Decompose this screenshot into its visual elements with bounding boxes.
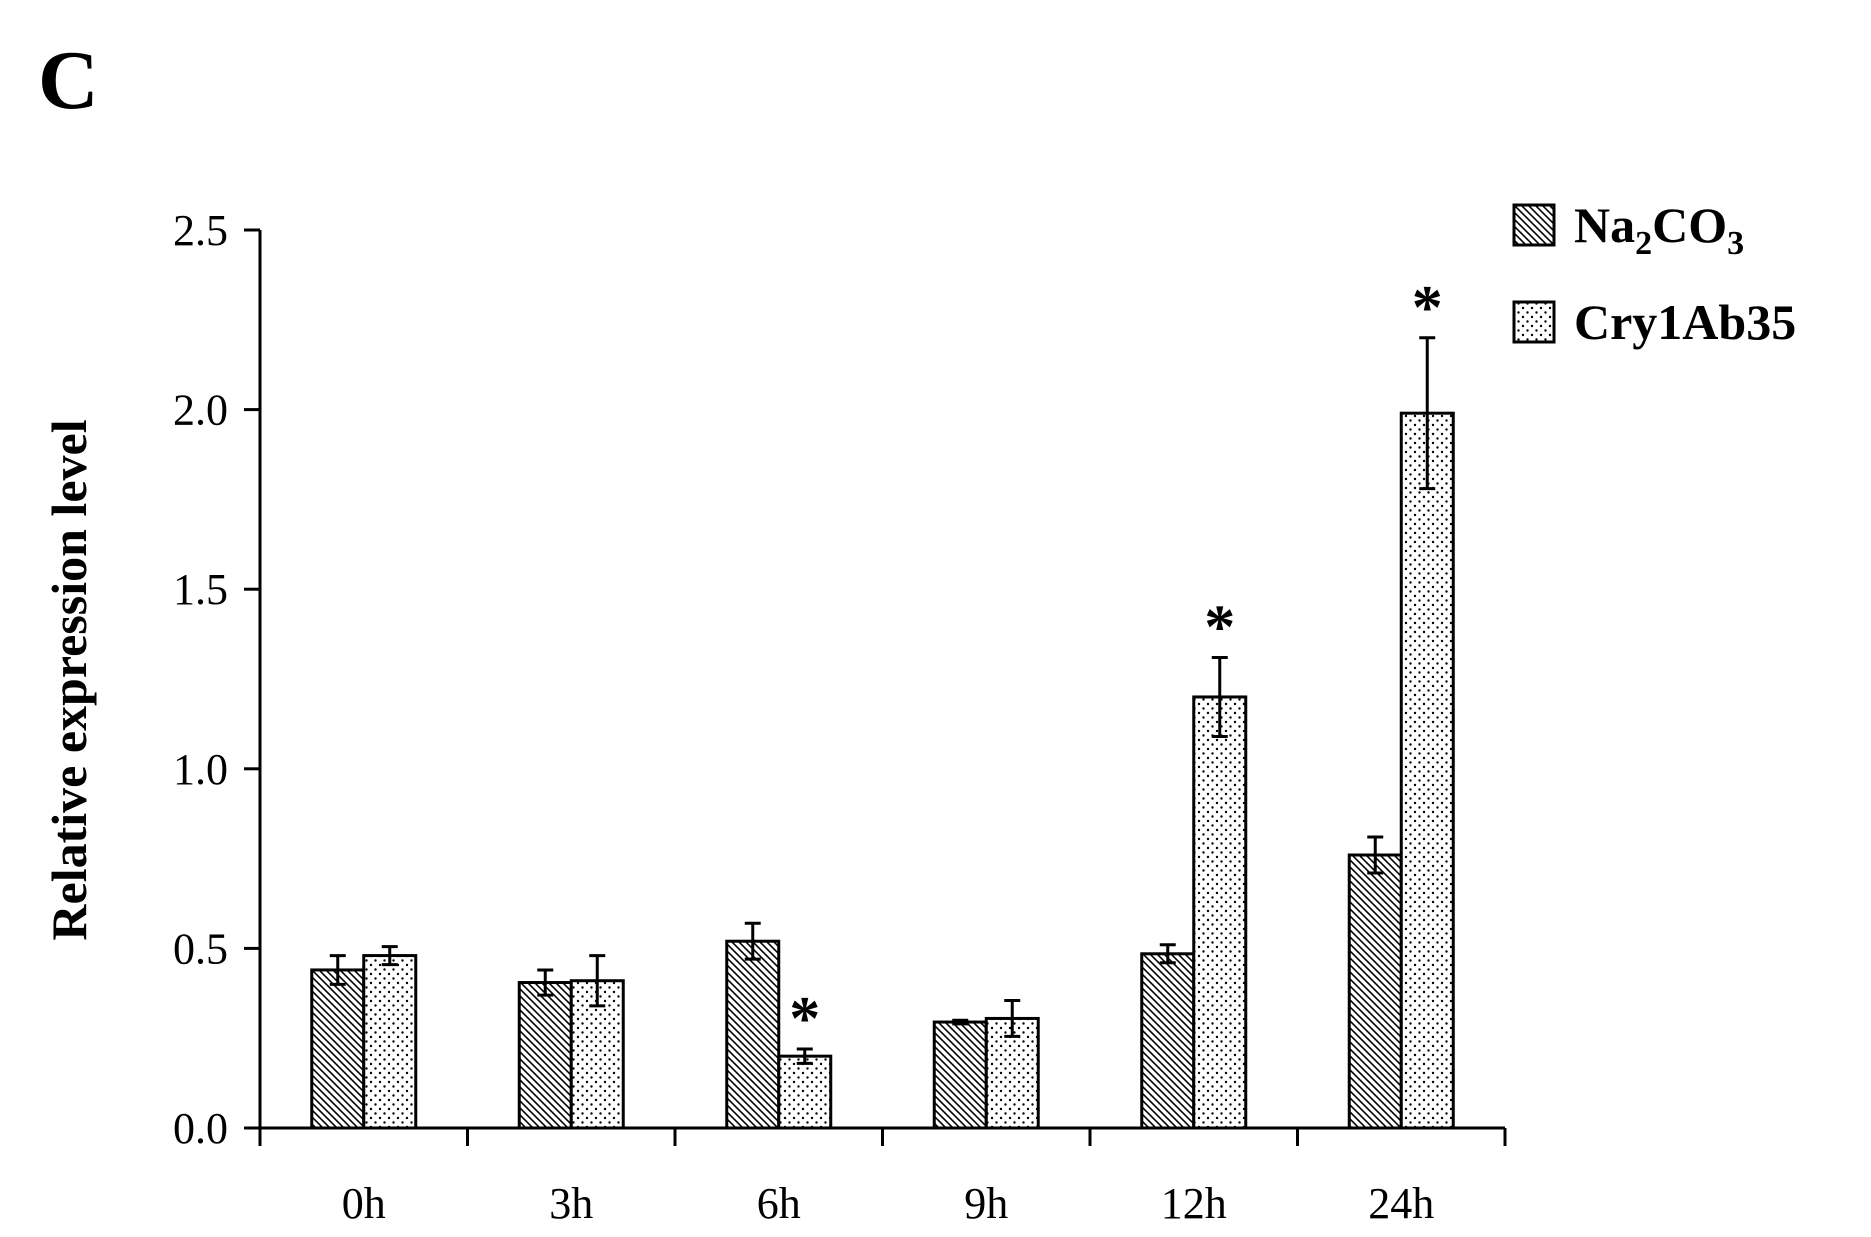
significance-star: * bbox=[1204, 593, 1235, 661]
bar-na2co3-0h bbox=[310, 968, 366, 1130]
axes bbox=[258, 230, 1505, 1130]
x-tick-label: 12h bbox=[1161, 1179, 1227, 1228]
bar-cry1ab35-0h bbox=[362, 954, 418, 1130]
legend-label-na2co3: Na2CO3 bbox=[1574, 197, 1744, 262]
x-tick-label: 3h bbox=[549, 1179, 593, 1228]
bar-cry1ab35-6h bbox=[777, 1054, 833, 1130]
bar-na2co3-12h bbox=[1140, 952, 1196, 1130]
bar-na2co3-6h bbox=[725, 939, 781, 1130]
significance-star: * bbox=[789, 985, 820, 1053]
bar-cry1ab35-12h bbox=[1192, 695, 1248, 1130]
y-tick-label: 1.0 bbox=[173, 745, 228, 794]
x-tick-label: 0h bbox=[342, 1179, 386, 1228]
y-tick-label: 1.5 bbox=[173, 565, 228, 614]
legend-swatch-cry1ab35 bbox=[1512, 300, 1556, 344]
legend-na2co3-part1: Na bbox=[1574, 197, 1635, 253]
bar-cry1ab35-24h bbox=[1399, 411, 1455, 1130]
x-tick-label: 9h bbox=[964, 1179, 1008, 1228]
legend-label-cry1ab35: Cry1Ab35 bbox=[1574, 294, 1796, 350]
y-tick-label: 0.0 bbox=[173, 1104, 228, 1153]
panel-label: C bbox=[38, 34, 99, 127]
significance-markers: * * * bbox=[789, 274, 1443, 1053]
x-tick-label: 6h bbox=[757, 1179, 801, 1228]
bar-na2co3-24h bbox=[1347, 853, 1403, 1130]
y-tick-label: 0.5 bbox=[173, 924, 228, 973]
y-axis-label: Relative expression level bbox=[41, 419, 97, 940]
bar-cry1ab35-9h bbox=[984, 1016, 1040, 1130]
x-tick-label: 24h bbox=[1368, 1179, 1434, 1228]
bar-na2co3-9h bbox=[932, 1020, 988, 1130]
bars bbox=[310, 336, 1455, 1130]
y-tick-label: 2.0 bbox=[173, 386, 228, 435]
bar-na2co3-3h bbox=[517, 981, 573, 1130]
significance-star: * bbox=[1412, 274, 1443, 342]
legend-na2co3-part2: CO bbox=[1652, 197, 1727, 253]
y-tick-label: 2.5 bbox=[173, 206, 228, 255]
legend: Na2CO3 Cry1Ab35 bbox=[1512, 197, 1796, 350]
y-axis-ticks: 0.0 0.5 1.0 1.5 2.0 2.5 bbox=[173, 206, 260, 1153]
x-axis-ticks: 0h 3h 6h 9h 12h 24h bbox=[258, 1128, 1507, 1228]
legend-swatch-na2co3 bbox=[1512, 203, 1556, 247]
legend-na2co3-sub1: 2 bbox=[1635, 225, 1652, 262]
legend-na2co3-sub2: 3 bbox=[1727, 225, 1744, 262]
